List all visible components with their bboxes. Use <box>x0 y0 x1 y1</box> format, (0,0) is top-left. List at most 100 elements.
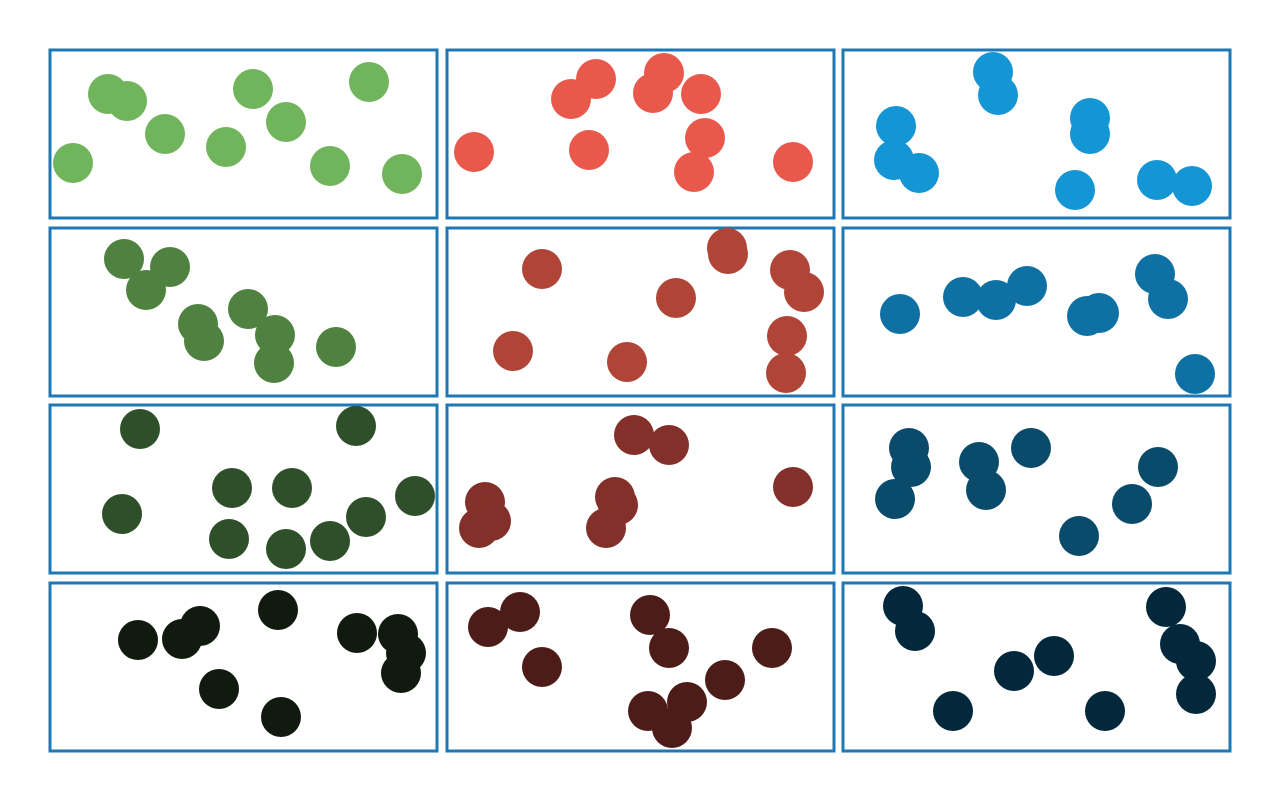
panel-points-r3-c1 <box>468 592 792 748</box>
scatter-point <box>569 130 609 170</box>
scatter-point <box>1112 484 1152 524</box>
panel-points-r2-c1 <box>459 415 813 548</box>
scatter-point <box>272 468 312 508</box>
scatter-point <box>522 647 562 687</box>
scatter-point <box>875 479 915 519</box>
scatter-point <box>1034 636 1074 676</box>
scatter-point <box>310 146 350 186</box>
scatter-point <box>978 75 1018 115</box>
scatter-point <box>1146 587 1186 627</box>
scatter-point <box>212 468 252 508</box>
scatter-point <box>644 53 684 93</box>
scatter-point <box>316 327 356 367</box>
scatter-point <box>206 127 246 167</box>
panel-points-r3-c0 <box>118 590 426 737</box>
scatter-point <box>966 470 1006 510</box>
scatter-point <box>180 606 220 646</box>
scatter-point <box>576 59 616 99</box>
scatter-point <box>104 239 144 279</box>
scatter-point <box>310 521 350 561</box>
scatter-point <box>705 660 745 700</box>
scatter-point <box>649 425 689 465</box>
panel-frame-r3-c0 <box>48 581 439 753</box>
panel-frame-r1-c1 <box>445 226 836 398</box>
scatter-point <box>876 106 916 146</box>
scatter-point <box>522 249 562 289</box>
scatter-point <box>254 343 294 383</box>
scatter-point <box>1085 691 1125 731</box>
scatter-point <box>1148 279 1188 319</box>
scatter-point <box>336 406 376 446</box>
scatter-points <box>53 52 1216 748</box>
scatter-point <box>880 294 920 334</box>
scatter-point <box>976 280 1016 320</box>
scatter-point <box>1137 160 1177 200</box>
panel-points-r2-c0 <box>102 406 435 569</box>
panel-frame-r1-c0 <box>48 226 439 398</box>
scatter-point <box>708 234 748 274</box>
scatter-point <box>53 143 93 183</box>
scatter-point <box>255 315 295 355</box>
scatter-point <box>1055 170 1095 210</box>
scatter-point <box>652 708 692 748</box>
scatter-point <box>233 69 273 109</box>
scatter-point <box>1176 641 1216 681</box>
panel-points-r0-c0 <box>53 62 422 194</box>
scatter-point <box>228 289 268 329</box>
scatter-point <box>1176 674 1216 714</box>
panel-frame-r3-c1 <box>445 581 836 753</box>
scatter-point <box>891 447 931 487</box>
scatter-point <box>266 102 306 142</box>
scatter-point <box>933 691 973 731</box>
scatter-point <box>614 415 654 455</box>
panel-frame-r1-c2 <box>841 226 1232 398</box>
panel-frame-r2-c1 <box>445 403 836 575</box>
scatter-point <box>184 321 224 361</box>
panel-frame-r0-c2 <box>841 48 1232 220</box>
panel-frame-r2-c0 <box>48 403 439 575</box>
scatter-point <box>118 620 158 660</box>
scatter-point <box>459 508 499 548</box>
scatter-point <box>1138 447 1178 487</box>
panel-points-r1-c1 <box>493 228 824 393</box>
panel-frame-r0-c1 <box>445 48 836 220</box>
scatter-point <box>209 519 249 559</box>
scatter-point <box>784 272 824 312</box>
scatter-point <box>656 278 696 318</box>
scatter-point <box>766 353 806 393</box>
scatter-point <box>649 628 689 668</box>
scatter-point <box>773 142 813 182</box>
scatter-point <box>685 118 725 158</box>
scatter-point <box>102 494 142 534</box>
scatter-point <box>681 74 721 114</box>
scatter-point <box>1007 266 1047 306</box>
scatter-point <box>1172 166 1212 206</box>
scatter-point <box>1011 428 1051 468</box>
scatter-point <box>899 153 939 193</box>
scatter-point <box>607 342 647 382</box>
scatter-point <box>1059 516 1099 556</box>
panel-points-r0-c2 <box>874 52 1212 210</box>
scatter-point <box>454 132 494 172</box>
scatter-point <box>107 81 147 121</box>
panel-points-r0-c1 <box>454 53 813 192</box>
scatter-point <box>395 476 435 516</box>
scatter-point <box>943 277 983 317</box>
scatter-point <box>266 529 306 569</box>
scatter-point <box>500 592 540 632</box>
scatter-point <box>145 114 185 154</box>
scatter-point <box>895 611 935 651</box>
scatter-point <box>493 331 533 371</box>
scatter-point <box>994 651 1034 691</box>
scatter-point <box>120 409 160 449</box>
scatter-point <box>199 669 239 709</box>
panel-points-r2-c2 <box>875 428 1178 556</box>
panel-points-r1-c0 <box>104 239 356 383</box>
scatter-point <box>773 467 813 507</box>
scatter-point <box>752 628 792 668</box>
scatter-point <box>586 508 626 548</box>
panel-frame-r2-c2 <box>841 403 1232 575</box>
scatter-point <box>337 613 377 653</box>
